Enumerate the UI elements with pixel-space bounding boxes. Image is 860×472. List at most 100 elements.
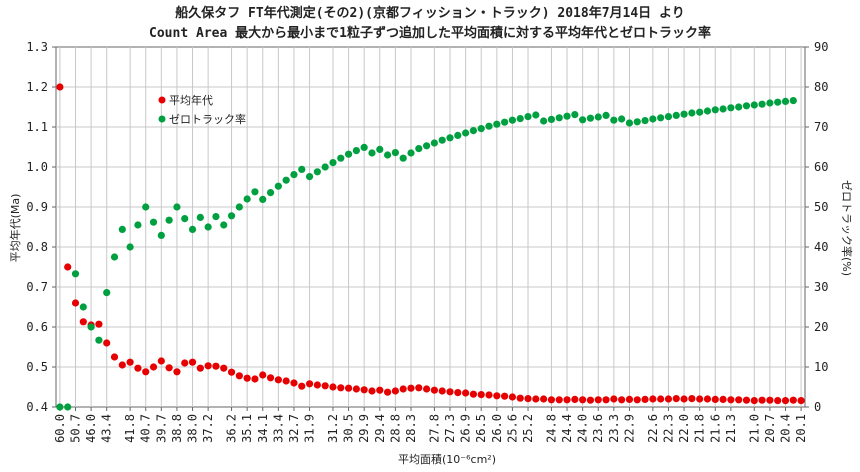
- x-tick-label: 29.4: [373, 414, 387, 443]
- zero-rate-point: [95, 336, 103, 344]
- zero-rate-point: [71, 270, 80, 278]
- legend-label-age: 平均年代: [169, 93, 213, 107]
- series-mean-age: [56, 83, 805, 405]
- left-tick-label: 0.4: [26, 400, 48, 414]
- left-y-ticks: 0.4 0.5 0.6 0.7 0.8 0.9 1.0 1.1 1.2 1.3: [26, 40, 56, 414]
- age-point: [789, 396, 797, 404]
- x-tick-label: 21.6: [708, 414, 722, 443]
- age-point: [657, 395, 665, 403]
- age-point: [110, 353, 119, 361]
- age-point: [344, 384, 353, 392]
- legend-marker-zero: [158, 115, 166, 123]
- x-tick-label: 29.9: [357, 414, 371, 443]
- zero-rate-point: [298, 165, 306, 173]
- zero-rate-point: [274, 182, 282, 190]
- zero-rate-point: [321, 163, 329, 171]
- zero-rate-point: [781, 97, 790, 105]
- age-point: [126, 358, 134, 366]
- zero-rate-point: [711, 106, 719, 114]
- x-tick-label: 25.2: [521, 414, 535, 443]
- age-point: [540, 395, 548, 403]
- x-tick-label: 25.6: [505, 414, 519, 443]
- zero-rate-point: [688, 109, 696, 117]
- zero-rate-point: [618, 115, 626, 123]
- x-tick-label: 38.8: [170, 414, 184, 443]
- age-point: [407, 384, 415, 392]
- x-tick-label: 32.7: [287, 414, 301, 443]
- zero-rate-point: [610, 116, 618, 124]
- zero-rate-point: [766, 99, 774, 107]
- zero-rate-point: [672, 111, 680, 119]
- zero-rate-point: [696, 108, 704, 116]
- age-point: [516, 394, 524, 402]
- x-tick-label: 21.8: [693, 414, 707, 443]
- zero-rate-point: [750, 101, 758, 109]
- zero-rate-point: [703, 107, 712, 115]
- age-point: [508, 393, 517, 401]
- zero-rate-point: [524, 113, 532, 121]
- age-point: [711, 395, 719, 403]
- zero-rate-point: [157, 231, 165, 239]
- zero-rate-point: [664, 113, 673, 121]
- zero-rate-point: [454, 131, 462, 139]
- zero-rate-point: [563, 112, 571, 120]
- age-point: [173, 368, 181, 376]
- age-point: [399, 385, 407, 393]
- zero-rate-point: [344, 150, 353, 158]
- age-point: [750, 397, 758, 405]
- age-point: [610, 395, 618, 403]
- age-point: [243, 374, 251, 382]
- age-point: [165, 364, 173, 372]
- x-tick-label: 20.1: [794, 414, 808, 443]
- age-point: [274, 376, 282, 384]
- zero-rate-point: [555, 114, 563, 122]
- age-point: [220, 364, 228, 372]
- age-point: [134, 364, 142, 372]
- age-point: [298, 382, 306, 390]
- legend-marker-age: [158, 96, 166, 104]
- zero-rate-point: [649, 115, 657, 123]
- zero-rate-point: [422, 142, 431, 150]
- age-point: [251, 375, 259, 383]
- age-point: [688, 395, 696, 403]
- zero-rate-point: [641, 117, 649, 125]
- x-tick-label: 26.9: [459, 414, 473, 443]
- zero-rate-point: [391, 149, 399, 157]
- age-point: [469, 390, 478, 398]
- zero-rate-point: [259, 195, 267, 203]
- zero-rate-point: [430, 139, 439, 147]
- x-tick-label: 31.9: [303, 414, 317, 443]
- x-tick-label: 27.8: [427, 414, 441, 443]
- age-point: [376, 386, 384, 394]
- x-tick-label: 27.3: [443, 414, 457, 443]
- age-point: [282, 377, 290, 385]
- right-tick-label: 10: [814, 360, 828, 374]
- zero-rate-point: [165, 216, 173, 224]
- x-tick-label: 46.0: [84, 414, 98, 443]
- age-point: [485, 391, 493, 399]
- x-ticks: 60.0 50.7 46.0 43.4 41.8 40.7 39.7 38.8 38.0 37.2…: [53, 407, 808, 443]
- right-tick-label: 90: [814, 40, 828, 54]
- zero-rate-point: [625, 119, 634, 127]
- age-point: [266, 374, 275, 382]
- x-tick-label: 37.2: [201, 414, 215, 443]
- age-point: [501, 392, 509, 400]
- age-point: [680, 395, 688, 403]
- age-point: [95, 320, 103, 328]
- right-tick-label: 40: [814, 240, 828, 254]
- zero-rate-point: [305, 173, 314, 181]
- age-point: [641, 395, 649, 403]
- age-point: [633, 396, 641, 404]
- age-point: [758, 396, 766, 404]
- x-tick-label: 22.0: [677, 414, 691, 443]
- zero-rate-point: [493, 120, 501, 128]
- zero-rate-point: [235, 203, 243, 211]
- y-axis-label-left: 平均年代(Ma): [8, 194, 22, 263]
- age-point: [524, 395, 532, 403]
- gridlines: [56, 47, 805, 407]
- age-point: [368, 387, 376, 395]
- age-point: [149, 363, 158, 371]
- age-point: [571, 395, 579, 403]
- series-zero-track-rate: [56, 97, 797, 411]
